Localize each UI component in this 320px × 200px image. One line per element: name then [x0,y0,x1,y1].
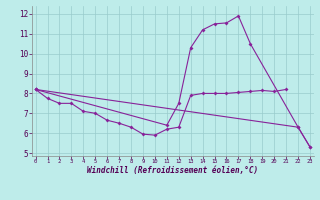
X-axis label: Windchill (Refroidissement éolien,°C): Windchill (Refroidissement éolien,°C) [87,166,258,175]
